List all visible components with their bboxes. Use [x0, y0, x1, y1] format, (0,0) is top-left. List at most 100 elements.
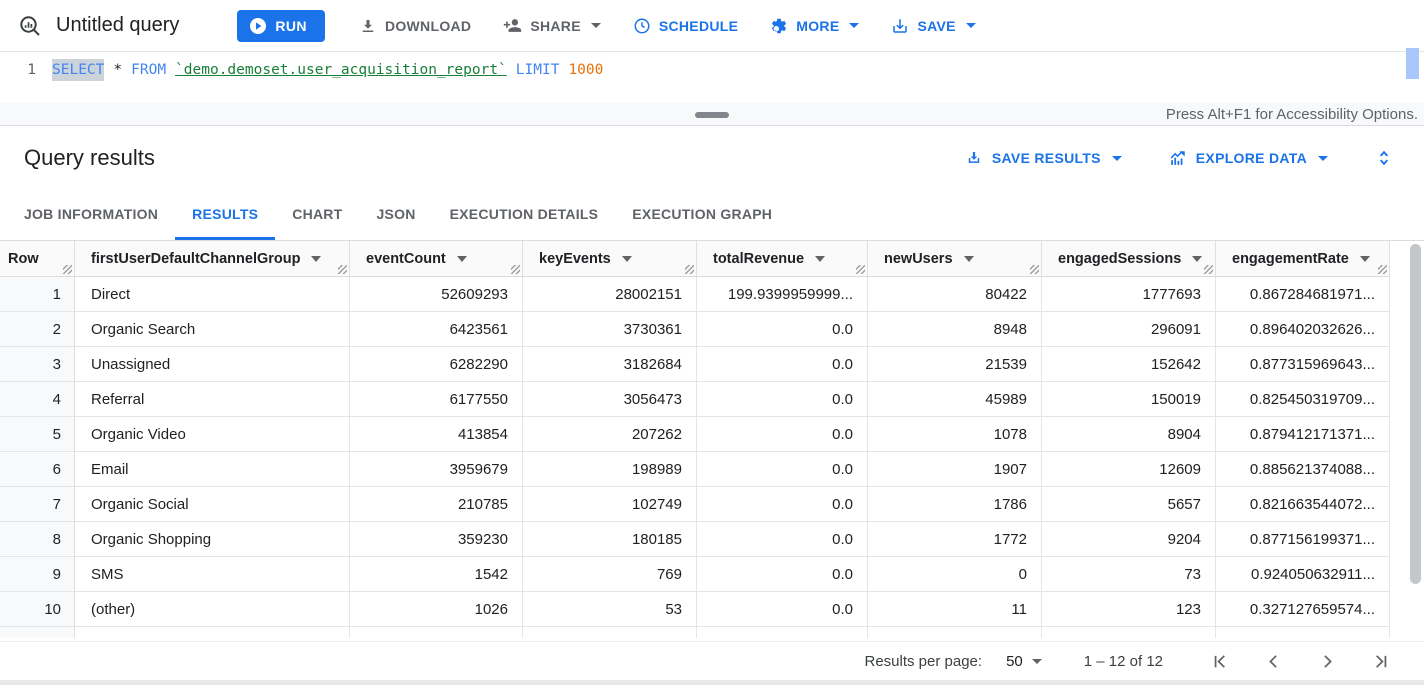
- table-row: 4 Referral 6177550 3056473 0.0 45989 150019 0.8…: [0, 382, 1390, 417]
- cell: 1542: [350, 557, 523, 592]
- cell: Unassigned: [75, 347, 350, 382]
- column-menu-caret[interactable]: [815, 255, 826, 262]
- column-resize-handle[interactable]: [338, 265, 347, 274]
- cell: 3959679: [350, 452, 523, 487]
- cell: 0.0: [697, 312, 868, 347]
- column-header-label: engagementRate: [1232, 250, 1349, 267]
- cell: 3056473: [523, 382, 697, 417]
- page-size-select[interactable]: 50: [1006, 653, 1042, 670]
- results-title: Query results: [24, 145, 155, 170]
- editor-scrollbar-thumb[interactable]: [1406, 48, 1419, 79]
- column-header-Row: Row: [0, 241, 75, 276]
- save-results-caret: [1111, 155, 1122, 161]
- tab-json[interactable]: JSON: [376, 205, 416, 222]
- download-icon: [359, 17, 377, 35]
- column-menu-caret[interactable]: [1192, 255, 1203, 262]
- previous-page-button[interactable]: [1263, 651, 1284, 672]
- query-magnifier-icon: [18, 14, 42, 38]
- next-page-button[interactable]: [1317, 651, 1338, 672]
- sql-select-keyword: SELECT: [52, 59, 105, 81]
- column-menu-caret[interactable]: [621, 255, 632, 262]
- table-row: 1 Direct 52609293 28002151 199.9399959999...…: [0, 277, 1390, 312]
- column-resize-handle[interactable]: [1378, 265, 1387, 274]
- results-header: Query results SAVE RESULTS EXPLORE DATA: [0, 126, 1424, 190]
- schedule-button[interactable]: SCHEDULE: [633, 17, 738, 35]
- first-page-button[interactable]: [1209, 651, 1230, 672]
- column-resize-handle[interactable]: [856, 265, 865, 274]
- cell: 0.327127659574...: [1216, 592, 1390, 627]
- cell: 0.924050632911...: [1216, 557, 1390, 592]
- page-size-caret: [1031, 658, 1042, 664]
- last-page-button[interactable]: [1371, 651, 1392, 672]
- cell: Organic Video: [75, 417, 350, 452]
- table-row: 8 Organic Shopping 359230 180185 0.0 1772 9204…: [0, 522, 1390, 557]
- cell: 0: [868, 557, 1042, 592]
- more-button[interactable]: MORE: [770, 17, 860, 35]
- cell: 359230: [350, 522, 523, 557]
- cell: 0.0: [697, 557, 868, 592]
- page-range-label: 1 – 12 of 12: [1083, 652, 1163, 670]
- cell: 0.867284681971...: [1216, 277, 1390, 312]
- cell: 769: [523, 557, 697, 592]
- cell: 199.9399959999...: [697, 277, 868, 312]
- run-button[interactable]: RUN: [237, 9, 325, 42]
- explore-data-caret: [1318, 155, 1328, 161]
- cell: 53: [523, 592, 697, 627]
- cell: Email: [75, 452, 350, 487]
- pagination-footer: Results per page: 50 1 – 12 of 12: [0, 641, 1424, 680]
- table-row: 10 (other) 1026 53 0.0 11 123 0.327127659574...: [0, 592, 1390, 627]
- cell: Direct: [75, 277, 350, 312]
- cell: Organic Shopping: [75, 522, 350, 557]
- cell: Organic Search: [75, 312, 350, 347]
- column-resize-handle[interactable]: [1030, 265, 1039, 274]
- cell: 1907: [868, 452, 1042, 487]
- table-row: 11Paid Social8874340.08940.843501805054.…: [0, 627, 1390, 638]
- cell: 0.0: [697, 382, 868, 417]
- splitter-drag-handle[interactable]: [695, 112, 729, 118]
- sql-editor[interactable]: 1 SELECT * FROM `demo.demoset.user_acquisit…: [0, 48, 1424, 103]
- cell: Referral: [75, 382, 350, 417]
- results-table-header: Row firstUserDefaultChannelGroup eventCoun…: [0, 241, 1390, 277]
- row-number-cell: 4: [0, 382, 75, 417]
- explore-data-button[interactable]: EXPLORE DATA: [1168, 149, 1328, 168]
- column-menu-caret[interactable]: [311, 255, 322, 262]
- run-play-icon: [249, 17, 267, 35]
- column-resize-handle[interactable]: [685, 265, 694, 274]
- line-number: 1: [27, 62, 36, 78]
- column-resize-handle[interactable]: [63, 265, 72, 274]
- column-header-firstUserDefaultChannelGroup: firstUserDefaultChannelGroup: [75, 241, 350, 276]
- collapse-panel-button[interactable]: [1374, 147, 1394, 169]
- column-header-eventCount: eventCount: [350, 241, 523, 276]
- column-menu-caret[interactable]: [963, 255, 974, 262]
- tab-execution-graph[interactable]: EXECUTION GRAPH: [632, 205, 773, 222]
- column-menu-caret[interactable]: [456, 255, 467, 262]
- results-table-body: 1 Direct 52609293 28002151 199.9399959999...…: [0, 277, 1390, 638]
- table-scrollbar-thumb[interactable]: [1410, 244, 1421, 584]
- cell: 0.0: [697, 487, 868, 522]
- tab-execution-details[interactable]: EXECUTION DETAILS: [449, 205, 599, 222]
- column-header-label: firstUserDefaultChannelGroup: [91, 250, 301, 267]
- tab-chart[interactable]: CHART: [292, 205, 343, 222]
- cell: 8948: [868, 312, 1042, 347]
- download-button[interactable]: DOWNLOAD: [359, 17, 471, 35]
- row-number-cell: 6: [0, 452, 75, 487]
- cell: 0.0: [697, 452, 868, 487]
- column-menu-caret[interactable]: [1359, 255, 1370, 262]
- table-row: 9 SMS 1542 769 0.0 0 73 0.924050632911...: [0, 557, 1390, 592]
- chart-icon: [1168, 149, 1187, 168]
- tab-job-information[interactable]: JOB INFORMATION: [24, 205, 159, 222]
- share-button[interactable]: SHARE: [503, 16, 601, 35]
- tab-results[interactable]: RESULTS: [175, 190, 276, 240]
- save-results-download-icon: [965, 149, 983, 167]
- column-resize-handle[interactable]: [511, 265, 520, 274]
- save-results-button[interactable]: SAVE RESULTS: [965, 149, 1122, 167]
- accessibility-hint: Press Alt+F1 for Accessibility Options.: [1165, 105, 1418, 123]
- cell: 8: [868, 627, 1042, 638]
- cell: 80422: [868, 277, 1042, 312]
- save-button[interactable]: SAVE: [891, 17, 976, 35]
- sql-code-line: SELECT * FROM `demo.demoset.user_acquisitio…: [52, 59, 603, 81]
- cell: 0.885621374088...: [1216, 452, 1390, 487]
- cell: 6423561: [350, 312, 523, 347]
- table-reference-link[interactable]: `demo.demoset.user_acquisition_report`: [175, 62, 507, 78]
- column-resize-handle[interactable]: [1204, 265, 1213, 274]
